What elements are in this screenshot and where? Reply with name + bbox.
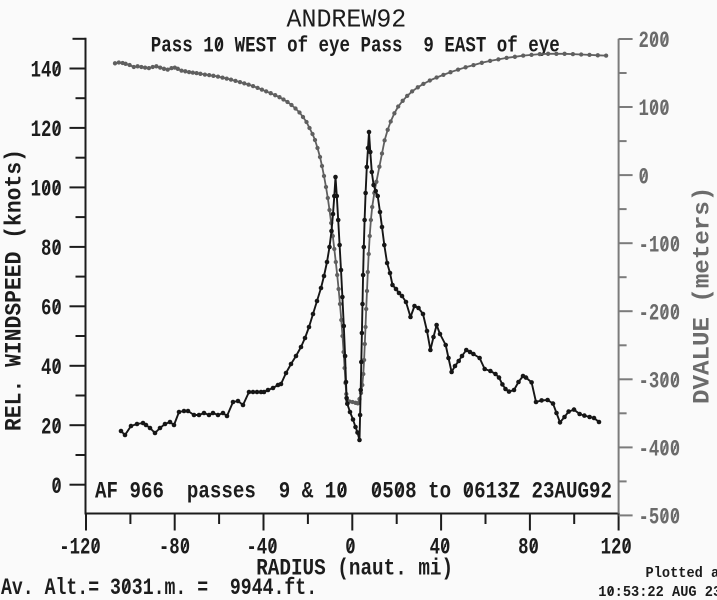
svg-text:Plotted at: Plotted at — [646, 566, 717, 583]
svg-text:ANDREW92: ANDREW92 — [287, 5, 407, 35]
svg-text:40: 40 — [41, 356, 62, 382]
svg-text:0: 0 — [345, 535, 355, 561]
svg-text:0: 0 — [639, 165, 649, 191]
svg-text:AF 966 passes 9 & 10 0508 t: AF 966 passes 9 & 10 0508 to 0613Z 23AUG… — [95, 479, 612, 505]
svg-text:80: 80 — [518, 535, 539, 561]
svg-text:REL. WINDSPEED (knots): REL. WINDSPEED (knots) — [2, 149, 28, 431]
svg-text:60: 60 — [41, 296, 62, 322]
svg-text:0: 0 — [51, 475, 61, 501]
svg-text:80: 80 — [41, 237, 62, 263]
svg-text:120: 120 — [31, 118, 62, 144]
svg-text:Av. Alt.= 3031.m. = 9944.ft.: Av. Alt.= 3031.m. = 9944.ft. — [1, 576, 317, 600]
svg-text:20: 20 — [41, 415, 62, 441]
svg-text:120: 120 — [601, 535, 632, 561]
svg-text:RADIUS (naut. mi): RADIUS (naut. mi) — [256, 556, 453, 582]
svg-text:10:53:22 AUG 23, 1992: 10:53:22 AUG 23, 1992 — [598, 585, 717, 600]
svg-text:100: 100 — [639, 97, 670, 123]
svg-text:100: 100 — [31, 178, 62, 204]
svg-text:-80: -80 — [159, 535, 190, 561]
svg-text:-40: -40 — [246, 535, 277, 561]
svg-text:Pass 10 WEST of eye Pass 9 EA: Pass 10 WEST of eye Pass 9 EAST of eye — [151, 33, 560, 58]
svg-text:200: 200 — [639, 29, 670, 55]
svg-text:DVALUE (meters): DVALUE (meters) — [690, 187, 716, 404]
svg-text:40: 40 — [430, 535, 451, 561]
svg-text:140: 140 — [31, 59, 62, 85]
